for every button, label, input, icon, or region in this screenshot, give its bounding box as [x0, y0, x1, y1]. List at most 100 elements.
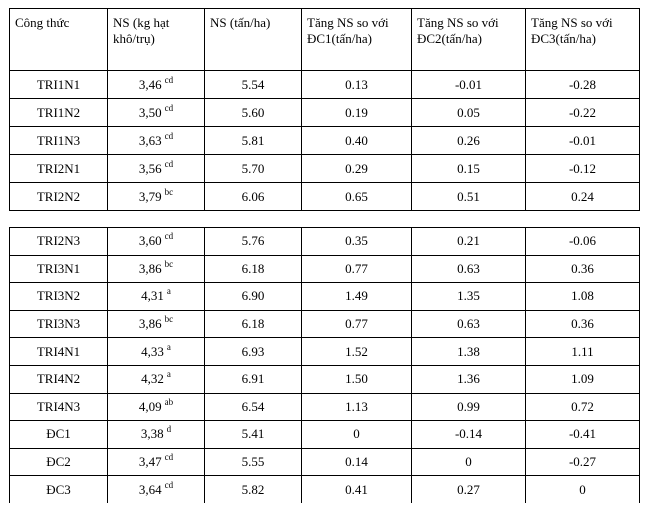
- table-cell: 6.90: [204, 282, 301, 310]
- table-cell: ĐC3: [9, 475, 107, 503]
- table-cell: 0.36: [525, 309, 640, 338]
- yield-value: 3,63 cd: [139, 130, 174, 149]
- table-cell: 0.14: [301, 447, 411, 476]
- table-cell: -0.28: [525, 70, 640, 98]
- yield-value: 3,50 cd: [138, 102, 174, 121]
- table-cell: 1.49: [301, 282, 411, 310]
- significance-letter: d: [166, 424, 172, 435]
- yield-value: 3,86 bc: [138, 258, 174, 277]
- table-cell: 1.09: [525, 365, 640, 393]
- table-cell: 4,32 a: [107, 365, 204, 393]
- value: 4,09: [138, 398, 162, 414]
- table-cell: TRI2N2: [9, 182, 107, 211]
- table-cell: 6.91: [204, 365, 301, 393]
- significance-letter: cd: [164, 479, 174, 490]
- significance-letter: a: [166, 369, 171, 380]
- header-cell: Công thức: [9, 8, 107, 70]
- table-cell: 0.77: [301, 309, 411, 338]
- table-cell: 5.82: [204, 475, 301, 503]
- significance-letter: cd: [164, 452, 174, 463]
- significance-letter: bc: [164, 186, 174, 197]
- value: 3,56: [138, 160, 162, 176]
- table-cell: 0: [301, 420, 411, 448]
- table-cell: TRI2N3: [9, 227, 107, 255]
- table-cell: TRI1N2: [9, 98, 107, 126]
- table-cell: 3,38 d: [107, 420, 204, 448]
- significance-letter: bc: [164, 314, 174, 325]
- value: 3,46: [138, 76, 162, 92]
- value: 3,86: [138, 260, 162, 276]
- value: 4,32: [141, 371, 164, 387]
- table-cell: 4,09 ab: [107, 392, 204, 421]
- value: 3,79: [138, 188, 162, 204]
- yield-value: 4,33 a: [141, 341, 171, 360]
- table-cell: 5.41: [204, 420, 301, 448]
- significance-letter: cd: [164, 102, 174, 113]
- table-cell: 5.54: [204, 70, 301, 98]
- value: 3,64: [138, 481, 162, 497]
- value: 3,50: [138, 104, 162, 120]
- yield-value: 3,79 bc: [138, 186, 174, 205]
- significance-letter: bc: [164, 258, 174, 269]
- table-cell: 6.18: [204, 309, 301, 338]
- table-cell: 6.93: [204, 337, 301, 365]
- table-cell: -0.41: [525, 420, 640, 448]
- table-cell: 3,60 cd: [107, 227, 204, 255]
- significance-letter: a: [166, 286, 171, 297]
- significance-letter: cd: [164, 74, 174, 85]
- table-cell: 5.60: [204, 98, 301, 126]
- yield-value: 3,38 d: [140, 424, 172, 442]
- significance-letter: a: [166, 341, 171, 352]
- table-cell: 3,46 cd: [107, 70, 204, 98]
- table-cell: 0.51: [411, 182, 525, 211]
- yield-value: 3,47 cd: [139, 452, 174, 470]
- table-cell: TRI1N1: [9, 70, 107, 98]
- table-cell: ĐC2: [9, 447, 107, 476]
- table-cell: 0.99: [411, 392, 525, 421]
- table-cell: 3,64 cd: [107, 475, 204, 503]
- header-cell: Tăng NS so với ĐC3(tấn/ha): [525, 8, 640, 70]
- value: 3,38: [140, 426, 164, 442]
- table-cell: -0.06: [525, 227, 640, 255]
- table-cell: -0.14: [411, 420, 525, 448]
- table-cell: 3,50 cd: [107, 98, 204, 126]
- table-cell: TRI3N2: [9, 282, 107, 310]
- table-cell: 0.63: [411, 254, 525, 283]
- table-cell: 5.70: [204, 154, 301, 182]
- table-cell: 0.40: [301, 126, 411, 154]
- table-cell: 0.26: [411, 126, 525, 154]
- table-cell: 1.38: [411, 337, 525, 365]
- table-cell: 6.54: [204, 392, 301, 421]
- table-cell: TRI4N2: [9, 365, 107, 393]
- significance-letter: cd: [164, 130, 174, 141]
- table-cell: ĐC1: [9, 420, 107, 448]
- value: 4,33: [141, 343, 164, 359]
- table-cell: 0.35: [301, 227, 411, 255]
- table-cell: 0.29: [301, 154, 411, 182]
- table-cell: 0.72: [525, 392, 640, 421]
- table-cell: 4,31 a: [107, 282, 204, 310]
- table-cell: 1.08: [525, 282, 640, 310]
- table-cell: 3,63 cd: [107, 126, 204, 154]
- table-cell: 1.35: [411, 282, 525, 310]
- table-cell: TRI3N3: [9, 309, 107, 338]
- table-cell: TRI3N1: [9, 254, 107, 283]
- table-cell: TRI2N1: [9, 154, 107, 182]
- table-cell: 3,86 bc: [107, 309, 204, 338]
- header-cell: Tăng NS so với ĐC1(tấn/ha): [301, 8, 411, 70]
- table-cell: 1.50: [301, 365, 411, 393]
- significance-letter: ab: [164, 396, 174, 407]
- yield-value: 3,56 cd: [138, 158, 174, 177]
- yield-value: 4,32 a: [141, 369, 171, 387]
- table-cell: 0.36: [525, 254, 640, 283]
- table-cell: -0.12: [525, 154, 640, 182]
- table-cell: 3,86 bc: [107, 254, 204, 283]
- table-cell: 0.15: [411, 154, 525, 182]
- yield-value: 3,64 cd: [138, 479, 174, 498]
- yield-value: 4,31 a: [141, 286, 171, 304]
- table-cell: 5.55: [204, 447, 301, 476]
- table-cell: 0.21: [411, 227, 525, 255]
- header-cell: Tăng NS so với ĐC2(tấn/ha): [411, 8, 525, 70]
- significance-letter: cd: [164, 158, 174, 169]
